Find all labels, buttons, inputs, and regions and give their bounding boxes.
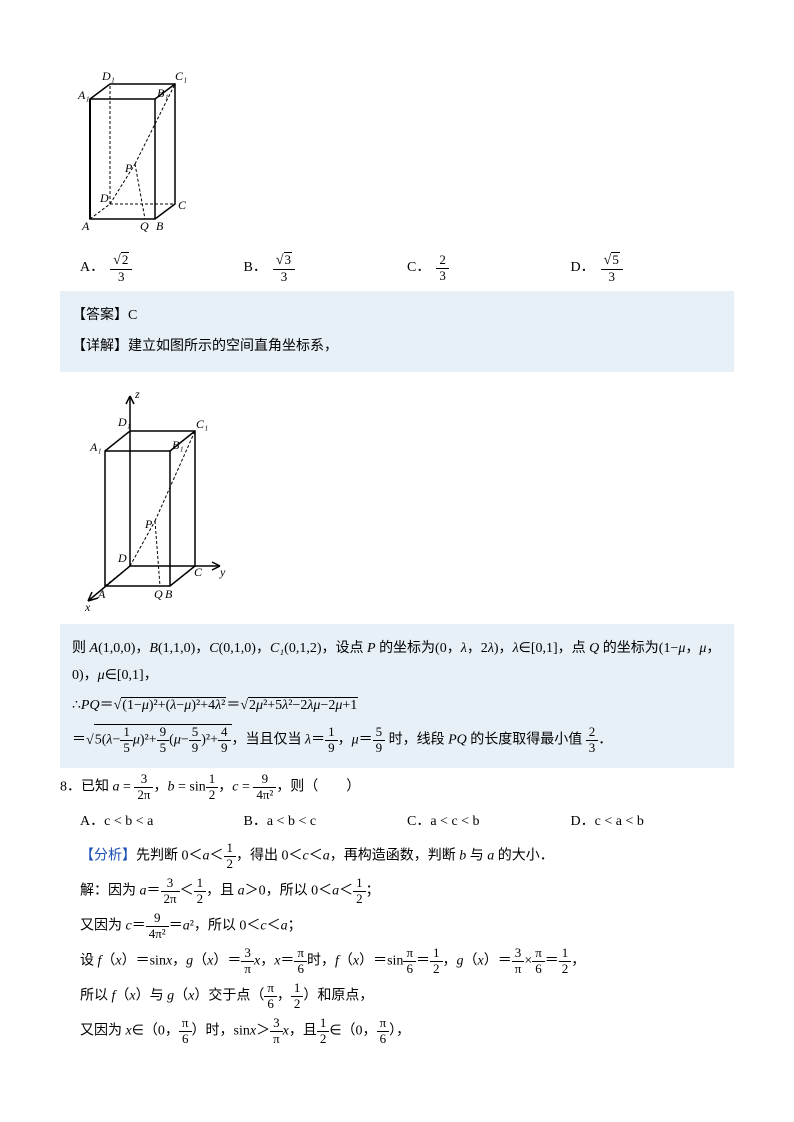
svg-text:Q: Q: [154, 587, 163, 601]
opt-d-label: D．: [571, 255, 595, 282]
svg-text:Q: Q: [140, 219, 149, 233]
svg-text:y: y: [219, 565, 226, 579]
q8-option-a[interactable]: A．c < b < a: [80, 809, 244, 836]
coords-line: 则 A(1,0,0)，B(1,1,0)，C(0,1,0)，C₁(0,1,2)，设…: [72, 636, 722, 689]
svg-text:B: B: [165, 587, 173, 601]
q7-option-a[interactable]: A． 23: [80, 252, 244, 285]
opt-b-label: B．: [244, 255, 267, 282]
svg-text:B₁: B₁: [157, 86, 169, 100]
svg-text:B₁: B₁: [172, 438, 184, 452]
svg-text:A: A: [97, 587, 106, 601]
q7-option-c[interactable]: C． 23: [407, 252, 571, 285]
svg-text:P: P: [144, 517, 153, 531]
q8-analysis: 【分析】先判断 0＜a＜12，得出 0＜c＜a，再构造函数，判断 b 与 a 的…: [80, 841, 734, 872]
q8-options: A．c < b < a B．a < b < c C．a < c < b D．c …: [80, 809, 734, 836]
opt-c-label: C．: [407, 255, 430, 282]
svg-text:P: P: [124, 161, 133, 175]
pq-line1: ∴PQ＝(1−μ)²+(λ−μ)²+4λ²＝2μ²+5λ²−2λμ−2μ+1: [72, 693, 722, 720]
opt-d-frac: 53: [601, 252, 623, 285]
svg-text:D: D: [117, 551, 127, 565]
svg-text:C: C: [178, 198, 187, 212]
opt-a-label: A．: [80, 255, 104, 282]
svg-text:C₁: C₁: [196, 417, 208, 431]
q7-options: A． 23 B． 33 C． 23 D． 53: [80, 252, 734, 285]
svg-text:D: D: [99, 191, 109, 205]
svg-text:B: B: [156, 219, 164, 233]
cuboid-figure-1: D₁ C₁ A₁ B₁ D C A B P Q: [60, 44, 210, 244]
q8-option-c[interactable]: C．a < c < b: [407, 809, 571, 836]
q8-sol2: 又因为 c＝94π²＝a²，所以 0＜c＜a；: [80, 911, 734, 942]
svg-text:C₁: C₁: [175, 69, 187, 83]
svg-text:D₁: D₁: [101, 69, 115, 83]
svg-text:D₁: D₁: [117, 415, 131, 429]
q8-option-d[interactable]: D．c < a < b: [571, 809, 735, 836]
q8-sol3: 设 f（x）＝sinx，g（x）＝3πx，x＝π6时，f（x）＝sinπ6＝12…: [80, 946, 734, 977]
svg-text:x: x: [84, 600, 91, 614]
svg-text:z: z: [134, 387, 140, 401]
q7-answer-box: 【答案】C 【详解】建立如图所示的空间直角坐标系，: [60, 291, 734, 372]
svg-text:A₁: A₁: [89, 440, 102, 454]
svg-text:C: C: [194, 565, 203, 579]
q8-stem: 8．已知 a = 32π，b = sin12，c = 94π²，则（ ）: [60, 772, 734, 803]
solution-intro: 【详解】建立如图所示的空间直角坐标系，: [72, 334, 722, 361]
q8-option-b[interactable]: B．a < b < c: [244, 809, 408, 836]
opt-c-frac: 23: [436, 253, 449, 284]
opt-b-frac: 33: [273, 252, 295, 285]
pq-line2: ＝5(λ−15μ)²+95(μ−59)²+49，当且仅当 λ＝19，μ＝59 时…: [72, 724, 722, 756]
q8-sol1: 解：因为 a＝32π＜12，且 a＞0，所以 0＜a＜12；: [80, 876, 734, 907]
q7-option-b[interactable]: B． 33: [244, 252, 408, 285]
q7-option-d[interactable]: D． 53: [571, 252, 735, 285]
svg-text:A₁: A₁: [77, 88, 90, 102]
svg-text:A: A: [81, 219, 90, 233]
q8-sol4: 所以 f（x）与 g（x）交于点（π6，12）和原点，: [80, 981, 734, 1012]
q8-sol5: 又因为 x∈（0，π6）时，sinx＞3πx，且12∈（0，π6），: [80, 1016, 734, 1047]
q7-solution-block: 则 A(1,0,0)，B(1,1,0)，C(0,1,0)，C₁(0,1,2)，设…: [60, 624, 734, 768]
answer-line: 【答案】C: [72, 303, 722, 330]
opt-a-frac: 23: [110, 252, 132, 285]
cuboid-figure-2: D₁ C₁ A₁ B₁ D C A B P Q x y z: [60, 376, 240, 616]
